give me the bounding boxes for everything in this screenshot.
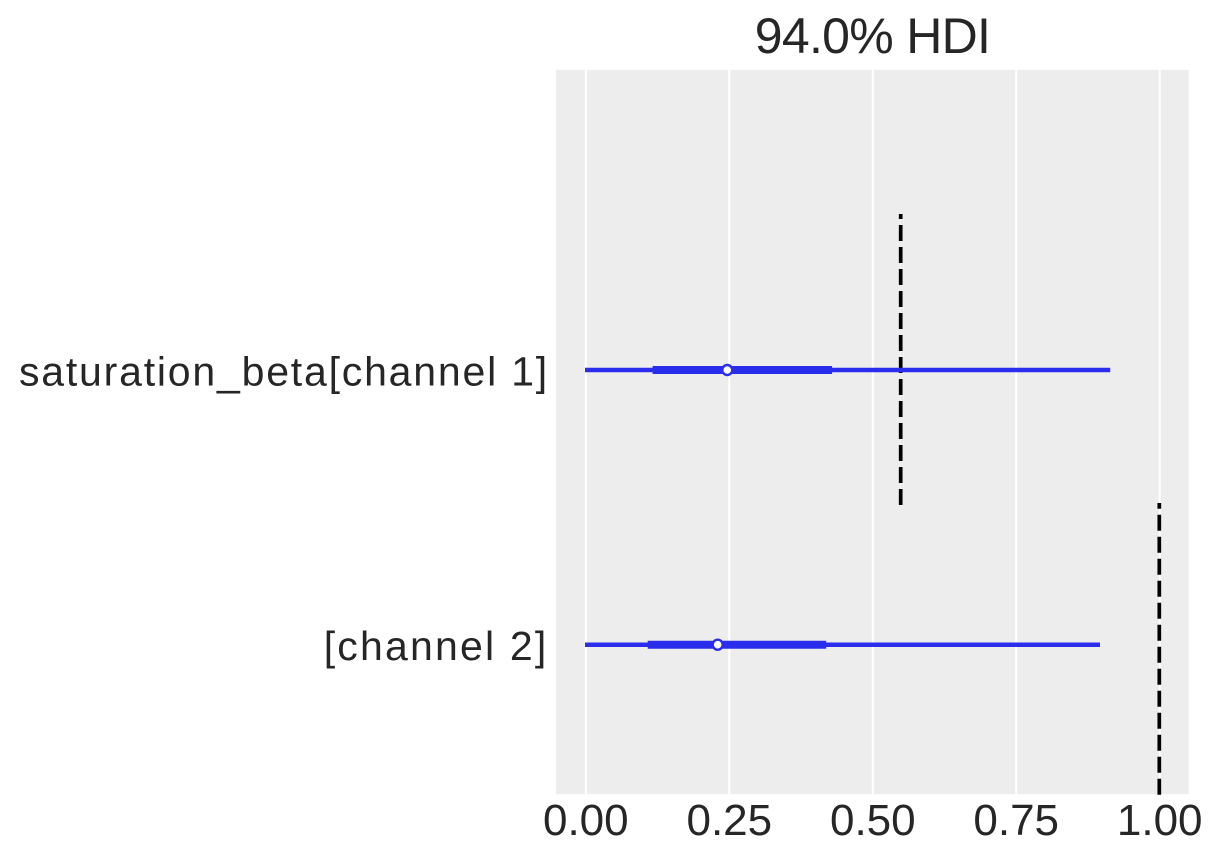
svg-text:[channel 2]: [channel 2] [324,623,549,669]
svg-text:0.50: 0.50 [830,796,916,845]
svg-text:94.0% HDI: 94.0% HDI [755,8,990,64]
svg-text:0.25: 0.25 [686,796,772,845]
svg-text:0.75: 0.75 [973,796,1059,845]
svg-text:0.00: 0.00 [543,796,629,845]
svg-text:1.00: 1.00 [1117,796,1203,845]
svg-text:saturation_beta[channel 1]: saturation_beta[channel 1] [19,349,549,395]
